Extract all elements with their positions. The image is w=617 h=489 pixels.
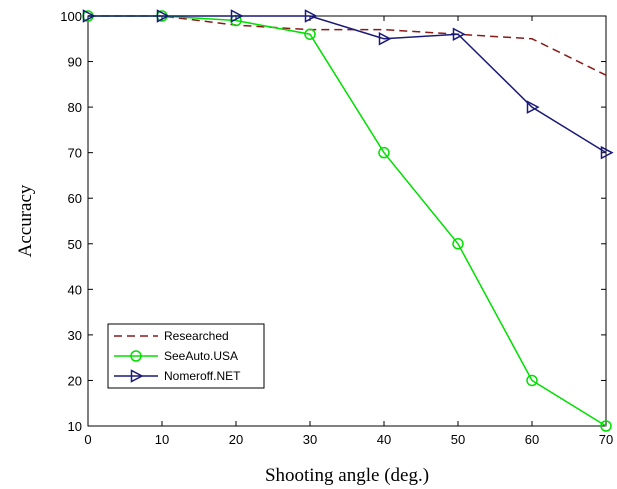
series-line [88, 15, 607, 154]
plot-frame [87, 15, 607, 427]
y-tick-label: 40 [68, 282, 82, 297]
data-point [526, 374, 538, 387]
series-line [88, 15, 607, 76]
legend-entry: Researched [114, 329, 229, 343]
y-tick-label: 30 [68, 328, 82, 343]
x-tick-label: 30 [303, 432, 317, 447]
x-tick-label: 60 [525, 432, 539, 447]
x-tick-label: 50 [451, 432, 465, 447]
legend: Researched SeeAuto.USA Nomeroff.NET [107, 323, 265, 389]
legend-entry: SeeAuto.USA [114, 349, 238, 363]
y-axis-label: Accuracy [15, 184, 36, 257]
y-tick-label: 90 [68, 55, 82, 70]
data-point [130, 369, 144, 383]
data-point [452, 238, 464, 250]
y-tick-label: 20 [68, 373, 82, 388]
y-tick-label: 10 [68, 419, 82, 434]
x-tick-label: 40 [377, 432, 391, 447]
y-tick-label: 80 [68, 100, 82, 115]
y-axis: 10 20 30 40 50 60 70 80 90 100 [60, 9, 606, 434]
x-axis-label: Shooting angle (deg.) [265, 465, 429, 486]
y-tick-label: 100 [60, 9, 82, 24]
data-point [304, 9, 318, 23]
data-point [600, 420, 612, 432]
series-researched [88, 15, 607, 76]
data-point [156, 9, 170, 23]
x-tick-label: 20 [229, 432, 243, 447]
data-point [526, 100, 540, 114]
y-tick-label: 70 [68, 146, 82, 161]
plot-area [87, 15, 607, 427]
series-line [88, 15, 607, 427]
series-layer [82, 9, 614, 432]
data-point [378, 32, 392, 46]
series-nomeroff-net [82, 9, 614, 160]
data-point [304, 28, 316, 40]
data-point [378, 146, 390, 159]
y-tick-label: 60 [68, 191, 82, 206]
data-point [82, 9, 96, 23]
legend-label: Nomeroff.NET [164, 369, 241, 383]
x-tick-label: 10 [155, 432, 169, 447]
data-point [600, 145, 614, 160]
data-point [230, 9, 244, 23]
data-point [452, 27, 466, 41]
legend-label: SeeAuto.USA [164, 349, 238, 363]
y-tick-label: 50 [68, 237, 82, 252]
legend-label: Researched [164, 329, 229, 343]
x-tick-label: 70 [599, 432, 613, 447]
legend-entry: Nomeroff.NET [114, 369, 241, 383]
x-tick-label: 0 [84, 432, 91, 447]
data-point [130, 350, 142, 362]
